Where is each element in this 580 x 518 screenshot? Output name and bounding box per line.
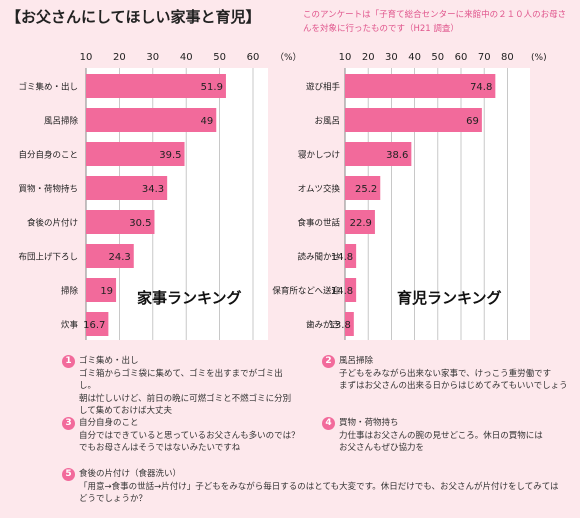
category-label: オムツ交換: [298, 184, 341, 195]
tip-text: 「用意→食事の世話→片付け」子どもをみながら毎日するのはとても大変です。休日だけ…: [79, 481, 559, 505]
tip-3: 3 自分自身のこと 自分ではできていると思っているお父さんも多いのでは？ でもお…: [62, 417, 302, 455]
tip-number-badge: 2: [322, 355, 335, 368]
x-tick-label: 10: [80, 52, 93, 63]
tip-1: 1 ゴミ集め・出し ゴミ箱からゴミ袋に集めて、ゴミを出すまでがゴミ出し。 朝は忙…: [62, 355, 292, 418]
x-tick-label: 60: [455, 52, 468, 63]
x-tick-label: 10: [339, 52, 352, 63]
x-tick-label: 40: [408, 52, 421, 63]
category-label: 買物・荷物持ち: [18, 184, 78, 195]
x-tick-label: 60: [247, 52, 260, 63]
category-label: 風呂掃除: [44, 116, 79, 127]
bar: [345, 210, 375, 234]
x-tick-label: 80: [501, 52, 514, 63]
bar: [86, 176, 168, 200]
tip-text: 自分ではできていると思っているお父さんも多いのでは？ でもお母さんはそうではない…: [79, 430, 300, 454]
category-label: 掃除: [61, 286, 79, 297]
tip-number-badge: 1: [62, 355, 75, 368]
tip-text: 力仕事はお父さんの腕の見せどころ。休日の買物には お父さんもぜひ協力を: [339, 430, 543, 454]
category-label: 食後の片付け: [27, 218, 78, 229]
tip-title: 買物・荷物持ち: [339, 418, 399, 428]
survey-note: このアンケートは「子育て総合センターに来館中の２１０人のお母さんを対象に行ったも…: [303, 10, 567, 34]
tip-text: 子どもをみながら出来ない家事で、けっこう重労働です まずはお父さんの出来る日から…: [339, 368, 568, 392]
x-tick-label: 20: [362, 52, 375, 63]
value-label: 39.5: [159, 150, 181, 161]
tip-4: 4 買物・荷物持ち 力仕事はお父さんの腕の見せどころ。休日の買物には お父さんも…: [322, 417, 572, 455]
tip-2: 2 風呂掃除 子どもをみながら出来ない家事で、けっこう重労働です まずはお父さん…: [322, 355, 572, 393]
bar: [86, 210, 155, 234]
bar: [345, 278, 357, 302]
tip-title: ゴミ集め・出し: [79, 356, 139, 366]
bar: [86, 278, 117, 302]
category-label: 歯みがき: [306, 320, 340, 331]
value-label: 34.3: [142, 184, 164, 195]
value-label: 19: [100, 286, 113, 297]
housework-ranking-label: 家事ランキング: [137, 289, 242, 307]
value-label: 38.6: [386, 150, 408, 161]
unit-label: （%）: [275, 52, 302, 63]
category-label: 布団上げ下ろし: [18, 252, 78, 263]
bar: [345, 244, 357, 268]
bar: [345, 176, 381, 200]
value-label: 24.3: [108, 252, 130, 263]
x-tick-label: 30: [146, 52, 159, 63]
category-label: 保育所などへ送迎: [272, 286, 340, 297]
bar: [345, 312, 354, 336]
bar: [345, 142, 412, 166]
x-tick-label: 50: [431, 52, 444, 63]
x-tick-label: 50: [213, 52, 226, 63]
value-label: 69: [466, 116, 479, 127]
category-label: 自分自身のこと: [18, 150, 78, 161]
category-label: 読み聞かせ: [297, 252, 340, 263]
tip-number-badge: 5: [62, 468, 75, 481]
bar: [86, 244, 134, 268]
tip-number-badge: 3: [62, 417, 75, 430]
bar: [86, 74, 226, 98]
x-tick-label: 20: [113, 52, 126, 63]
category-label: お風呂: [314, 117, 340, 127]
value-label: 49: [201, 116, 214, 127]
value-label: 25.2: [355, 184, 377, 195]
value-label: 14.8: [331, 286, 353, 297]
childcare-chart: 10 20 30 40 50 60 70 80 (%) 遊び相手 74.8 お風呂 69 寝かしつけ 38.…: [272, 52, 547, 340]
page-title: 【お父さんにしてほしい家事と育児】: [6, 8, 261, 26]
childcare-ranking-label: 育児ランキング: [397, 289, 502, 307]
value-label: 74.8: [470, 82, 492, 93]
value-label: 22.9: [350, 218, 372, 229]
value-label: 51.9: [201, 82, 223, 93]
tip-5: 5 食後の片付け（食器洗い） 「用意→食事の世話→片付け」子どもをみながら毎日す…: [62, 468, 567, 506]
housework-chart: 10 20 30 40 50 60 （%） ゴミ集め・出し 51.9 風呂掃除 49 自分自身のこと 3…: [18, 52, 302, 340]
category-label: 炊事: [61, 320, 79, 331]
value-label: 13.8: [329, 320, 351, 331]
bar: [86, 108, 217, 132]
tip-text: ゴミ箱からゴミ袋に集めて、ゴミを出すまでがゴミ出し。 朝は忙しいけど、前日の晩に…: [79, 368, 292, 417]
value-label: 16.7: [83, 320, 105, 331]
charts-canvas: 10 20 30 40 50 60 （%） ゴミ集め・出し 51.9 風呂掃除 49 自分自身のこと 3…: [18, 52, 547, 340]
category-label: 遊び相手: [306, 82, 341, 93]
bar: [345, 74, 496, 98]
bar: [345, 108, 482, 132]
category-label: 寝かしつけ: [298, 150, 340, 161]
unit-label: (%): [531, 53, 547, 63]
bar: [86, 312, 109, 336]
x-tick-label: 70: [478, 52, 491, 63]
x-tick-label: 30: [385, 52, 398, 63]
value-label: 14.8: [331, 252, 353, 263]
x-tick-label: 40: [180, 52, 193, 63]
tip-title: 自分自身のこと: [79, 418, 139, 428]
category-label: 食事の世話: [297, 218, 340, 229]
value-label: 30.5: [129, 218, 151, 229]
tip-title: 風呂掃除: [339, 356, 374, 366]
tip-number-badge: 4: [322, 417, 335, 430]
category-label: ゴミ集め・出し: [18, 82, 78, 93]
bar: [86, 142, 185, 166]
tip-title: 食後の片付け（食器洗い）: [79, 469, 182, 479]
